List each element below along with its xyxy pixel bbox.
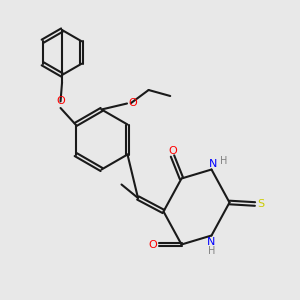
Text: S: S <box>257 199 265 209</box>
Text: N: N <box>209 159 217 169</box>
Text: O: O <box>128 98 137 109</box>
Text: H: H <box>208 246 215 256</box>
Text: O: O <box>168 146 177 156</box>
Text: H: H <box>220 156 228 166</box>
Text: N: N <box>207 237 216 247</box>
Text: O: O <box>148 239 158 250</box>
Text: O: O <box>56 96 65 106</box>
